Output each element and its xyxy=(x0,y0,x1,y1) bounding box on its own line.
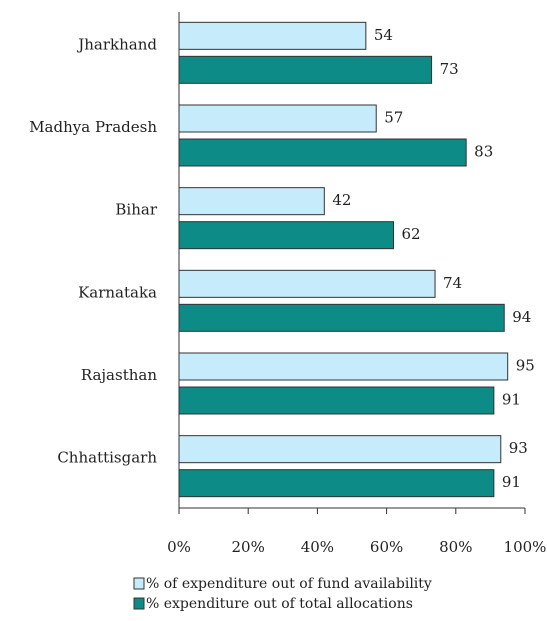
bar xyxy=(178,187,325,216)
legend-label: % expenditure out of total allocations xyxy=(146,596,413,612)
y-tick-label: Chhattisgarh xyxy=(57,449,157,467)
value-label: 54 xyxy=(374,26,393,44)
x-tick-label: 80% xyxy=(439,538,472,556)
bar xyxy=(178,104,377,133)
x-tick-label: 100% xyxy=(504,538,547,556)
bar xyxy=(178,352,509,381)
legend-swatch xyxy=(133,597,145,610)
value-label: 93 xyxy=(509,439,528,457)
bar xyxy=(178,386,495,415)
x-tick-label: 0% xyxy=(167,538,191,556)
bar xyxy=(178,435,502,464)
bar xyxy=(178,303,505,332)
legend-swatch xyxy=(133,577,145,590)
value-label: 91 xyxy=(502,391,521,409)
bar xyxy=(178,55,433,84)
value-label: 95 xyxy=(516,357,535,375)
bar xyxy=(178,138,467,167)
x-tick-label: 20% xyxy=(232,538,265,556)
value-label: 74 xyxy=(443,274,462,292)
bar xyxy=(178,221,395,250)
legend-label: % of expenditure out of fund availabilit… xyxy=(146,576,432,592)
y-tick-label: Jharkhand xyxy=(76,35,157,53)
value-label: 57 xyxy=(384,109,403,127)
x-tick-label: 60% xyxy=(370,538,403,556)
x-tick-label: 40% xyxy=(301,538,334,556)
y-tick-label: Bihar xyxy=(115,201,157,219)
y-tick-label: Madhya Pradesh xyxy=(29,118,157,136)
value-label: 91 xyxy=(502,473,521,491)
bar xyxy=(178,21,367,50)
bar xyxy=(178,269,436,298)
value-label: 73 xyxy=(440,60,459,78)
y-tick-label: Karnataka xyxy=(78,283,157,301)
value-label: 62 xyxy=(402,225,421,243)
bar xyxy=(178,469,495,498)
value-label: 94 xyxy=(512,308,531,326)
value-label: 42 xyxy=(332,191,351,209)
y-tick-label: Rajasthan xyxy=(81,366,158,384)
value-label: 83 xyxy=(474,143,493,161)
